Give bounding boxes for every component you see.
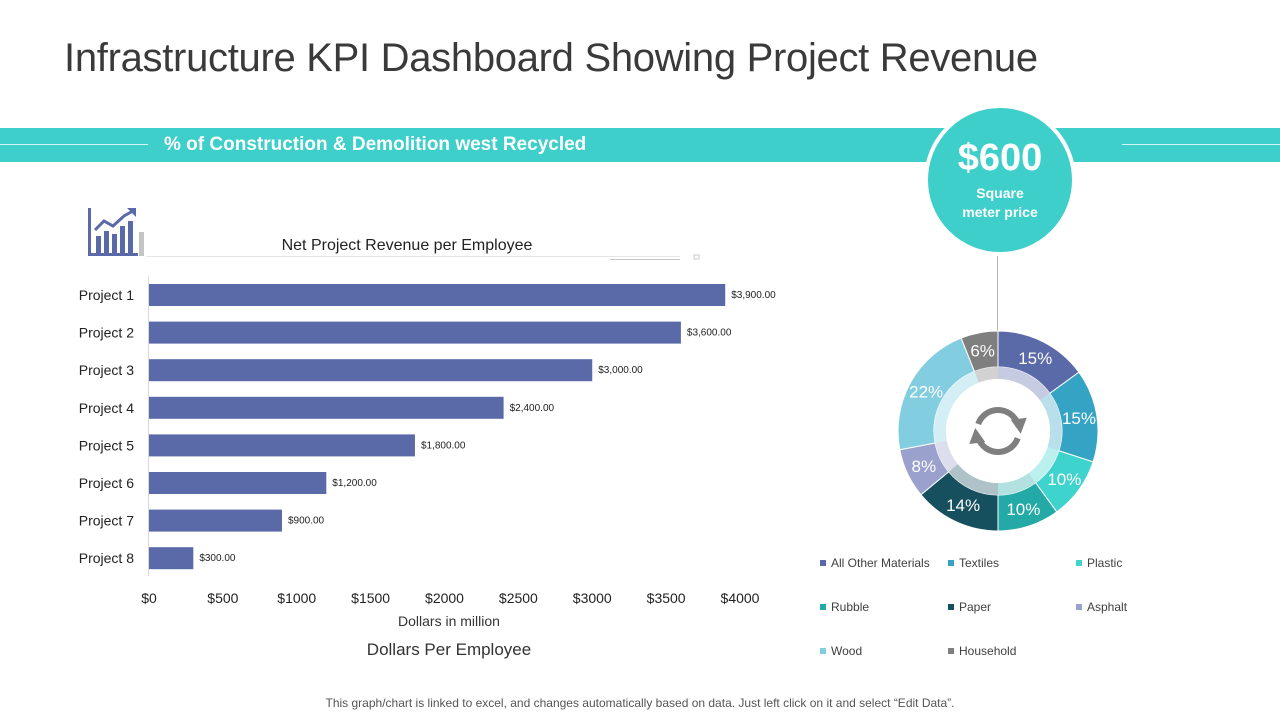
bar bbox=[149, 509, 282, 532]
price-label: Square meter price bbox=[928, 184, 1072, 222]
legend-swatch bbox=[1076, 560, 1082, 566]
bar bbox=[149, 434, 415, 457]
page-title: Infrastructure KPI Dashboard Showing Pro… bbox=[64, 36, 1038, 80]
bar bbox=[149, 321, 681, 344]
legend-swatch bbox=[1076, 604, 1082, 610]
slice-label: 22% bbox=[909, 382, 943, 401]
slice-label: 10% bbox=[1047, 470, 1081, 489]
price-label-line2: meter price bbox=[962, 204, 1038, 220]
price-connector-line bbox=[997, 255, 998, 335]
banner-line-left bbox=[0, 144, 148, 145]
legend-item: All Other Materials bbox=[820, 556, 930, 570]
materials-donut-chart: 15% 15% 10% 10% 14% 8% 22% 6% bbox=[897, 330, 1099, 532]
slice-label: 6% bbox=[970, 341, 995, 360]
legend-label: Textiles bbox=[959, 556, 1000, 570]
legend-item: Wood bbox=[820, 644, 862, 658]
legend-item: Textiles bbox=[948, 556, 999, 570]
donut-slice-inner bbox=[948, 464, 998, 495]
chart-subtitle: Dollars Per Employee bbox=[367, 640, 531, 659]
x-tick-label: $2500 bbox=[499, 590, 538, 606]
x-tick-label: $1500 bbox=[351, 590, 390, 606]
slice-label: 8% bbox=[912, 457, 937, 476]
donut-slice-inner bbox=[935, 440, 958, 472]
price-value: $600 bbox=[957, 137, 1043, 179]
category-label: Project 8 bbox=[79, 550, 134, 566]
data-label: $3,000.00 bbox=[598, 365, 643, 376]
legend-label: Rubble bbox=[831, 600, 870, 614]
data-label: $2,400.00 bbox=[510, 403, 555, 414]
chart-decor-line bbox=[610, 259, 680, 260]
x-tick-label: $3000 bbox=[573, 590, 612, 606]
chart-decor-handle bbox=[693, 254, 700, 260]
legend-item: Asphalt bbox=[1076, 600, 1127, 614]
donut-slice bbox=[960, 330, 999, 373]
revenue-bar-chart: Net Project Revenue per Employee Project… bbox=[79, 237, 776, 659]
legend-label: All Other Materials bbox=[831, 556, 930, 570]
legend-label: Asphalt bbox=[1087, 600, 1128, 614]
bar bbox=[149, 396, 504, 419]
donut-slice-inner bbox=[998, 367, 1050, 401]
category-label: Project 2 bbox=[79, 325, 134, 341]
bar bbox=[149, 284, 726, 306]
y-axis-line bbox=[148, 276, 149, 576]
category-label: Project 3 bbox=[79, 362, 134, 378]
category-label: Project 7 bbox=[79, 513, 134, 529]
slice-label: 14% bbox=[946, 496, 980, 515]
donut-hole bbox=[946, 379, 1050, 483]
legend-label: Wood bbox=[831, 644, 863, 658]
x-tick-label: $2000 bbox=[425, 590, 464, 606]
slice-label: 15% bbox=[1062, 409, 1096, 428]
data-label: $300.00 bbox=[199, 553, 236, 564]
data-label: $1,200.00 bbox=[332, 478, 377, 489]
data-label: $3,600.00 bbox=[687, 328, 732, 339]
x-tick-label: $4000 bbox=[721, 590, 760, 606]
legend-label: Household bbox=[959, 644, 1017, 658]
bar bbox=[149, 472, 327, 494]
bars-group: Project 1 $3,900.00 Project 2 $3,600.00 Proj… bbox=[79, 284, 776, 570]
donut-slice-inner bbox=[934, 371, 979, 443]
x-axis-label: Dollars in million bbox=[398, 613, 500, 629]
legend-swatch bbox=[820, 560, 826, 566]
category-label: Project 4 bbox=[79, 400, 134, 416]
data-label: $1,800.00 bbox=[421, 440, 466, 451]
category-label: Project 6 bbox=[79, 475, 134, 491]
legend-swatch bbox=[820, 648, 826, 654]
category-label: Project 5 bbox=[79, 437, 134, 453]
donut-slice-inner bbox=[974, 367, 998, 383]
donut-slice-inner bbox=[1040, 393, 1062, 451]
legend-item: Paper bbox=[948, 600, 991, 614]
slice-label: 15% bbox=[1018, 349, 1052, 368]
legend-item: Household bbox=[948, 644, 1016, 658]
refresh-icon bbox=[969, 407, 1027, 455]
donut-slice-inner bbox=[998, 473, 1036, 495]
price-badge: $600 Square meter price bbox=[924, 104, 1076, 256]
footer-note: This graph/chart is linked to excel, and… bbox=[325, 696, 955, 710]
legend-swatch bbox=[820, 604, 826, 610]
slice-label: 10% bbox=[1006, 500, 1040, 519]
bar bbox=[149, 547, 194, 570]
x-tick-label: $500 bbox=[207, 590, 238, 606]
category-label: Project 1 bbox=[79, 287, 134, 303]
data-label: $900.00 bbox=[288, 516, 325, 527]
chart-title: Net Project Revenue per Employee bbox=[282, 237, 533, 254]
donut-slice-inner bbox=[1028, 447, 1059, 483]
legend-swatch bbox=[948, 560, 954, 566]
legend-item: Plastic bbox=[1076, 556, 1122, 570]
data-label: $3,900.00 bbox=[731, 290, 776, 301]
chart-title-underline bbox=[146, 256, 680, 257]
legend-swatch bbox=[948, 648, 954, 654]
x-tick-label: $3500 bbox=[647, 590, 686, 606]
bar-chart-icon bbox=[88, 208, 144, 256]
x-tick-label: $1000 bbox=[277, 590, 316, 606]
banner-line-right bbox=[1122, 144, 1280, 145]
x-tick-label: $0 bbox=[141, 590, 157, 606]
banner-text: % of Construction & Demolition west Recy… bbox=[164, 134, 587, 155]
legend-label: Plastic bbox=[1087, 556, 1123, 570]
bar bbox=[149, 359, 593, 382]
legend-label: Paper bbox=[959, 600, 992, 614]
legend-swatch bbox=[948, 604, 954, 610]
legend-item: Rubble bbox=[820, 600, 869, 614]
price-label-line1: Square bbox=[976, 185, 1024, 201]
